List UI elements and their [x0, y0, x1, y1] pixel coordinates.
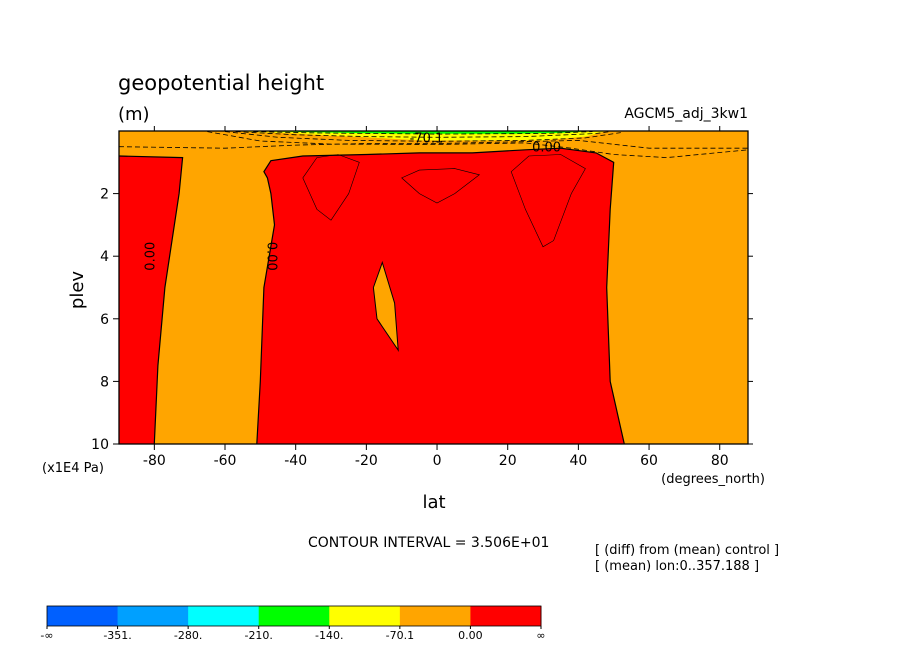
x-tick-label: 0: [433, 453, 442, 469]
orange-inner-boundary: [372, 260, 399, 352]
y-tick-label: 10: [91, 437, 109, 453]
chart-units: (m): [118, 104, 150, 125]
x-tick-label: -80: [143, 453, 166, 469]
colorbar-swatch: [329, 606, 401, 626]
dashed-contour-4: [235, 131, 611, 138]
contour-label-2: 0.00: [143, 242, 158, 271]
x-axis-units: (degrees_north): [661, 472, 765, 487]
x-tick-label: -60: [214, 453, 237, 469]
filled-regions: [119, 131, 748, 444]
colorbar-swatch: [258, 606, 330, 626]
dashed-contour-2: [207, 131, 748, 159]
dashed-contour-5: [253, 131, 593, 135]
colorbar-label: -70.1: [386, 629, 414, 642]
colorbar-label: -∞: [40, 629, 53, 642]
red-region-main: [256, 148, 625, 444]
colorbar-swatch: [470, 606, 542, 626]
plot-frame: [118, 130, 749, 445]
y-tick-label: 2: [100, 187, 109, 203]
y-axis-label: plev: [67, 271, 88, 310]
x-tick-label: 40: [569, 453, 587, 469]
y-axis-units: (x1E4 Pa): [42, 461, 104, 476]
colorbar-label: 0.00: [458, 629, 483, 642]
x-axis-label: lat: [422, 492, 445, 513]
dataset-label: AGCM5_adj_3kw1: [624, 106, 748, 122]
x-tick-label: -40: [284, 453, 307, 469]
colorbar-label: -351.: [103, 629, 131, 642]
contour-label-1: 0.00: [532, 141, 561, 156]
colorbar-label: ∞: [536, 629, 545, 642]
colorbar-label: -140.: [315, 629, 343, 642]
green-top-band: [242, 131, 597, 134]
x-axis-ticks: -80 -60 -40 -20 0 20 40 60 80: [143, 126, 729, 469]
contour-label-3: 0.00: [263, 242, 278, 271]
chart-title: geopotential height: [118, 71, 324, 95]
closed-contour-east: [510, 154, 586, 248]
colorbar-swatch: [399, 606, 471, 626]
colorbar-frame: [46, 605, 542, 627]
contour-label-0: -70.1: [410, 131, 444, 146]
y-tick-label: 8: [100, 374, 109, 390]
contour-labels: -70.1 0.00 0.00 0.00: [143, 131, 561, 270]
red-region-south: [119, 156, 183, 444]
y-tick-label: 6: [100, 312, 109, 328]
contour-lines: [119, 131, 748, 444]
plot-area: -70.1 0.00 0.00 0.00: [118, 130, 749, 445]
x-tick-label: 20: [499, 453, 517, 469]
closed-contour-west: [302, 154, 360, 221]
y-tick-label: 4: [100, 249, 109, 265]
colorbar-swatch: [117, 606, 189, 626]
info-line-2: [ (mean) lon:0..357.188 ]: [595, 559, 759, 574]
x-tick-label: 60: [640, 453, 658, 469]
colorbar-label: -280.: [174, 629, 202, 642]
y-axis-ticks: 2 4 6 8 10: [91, 187, 753, 453]
orange-inner-region: [373, 262, 399, 351]
x-tick-label: -20: [355, 453, 378, 469]
red-orange-boundary-main: [256, 147, 625, 444]
contour-interval: CONTOUR INTERVAL = 3.506E+01: [308, 535, 549, 551]
colorbar-swatch: [47, 606, 119, 626]
colorbar: -∞ -351. -280. -210. -140. -70.1 0.00 ∞: [40, 605, 546, 642]
dashed-contour-1: [119, 139, 748, 149]
closed-contour-center: [401, 168, 481, 204]
dashed-contour-3: [224, 131, 621, 142]
x-tick-label: 80: [711, 453, 729, 469]
info-line-1: [ (diff) from (mean) control ]: [595, 543, 779, 558]
colorbar-swatch: [188, 606, 260, 626]
colorbar-label: -210.: [244, 629, 272, 642]
red-orange-boundary-south: [119, 155, 184, 444]
